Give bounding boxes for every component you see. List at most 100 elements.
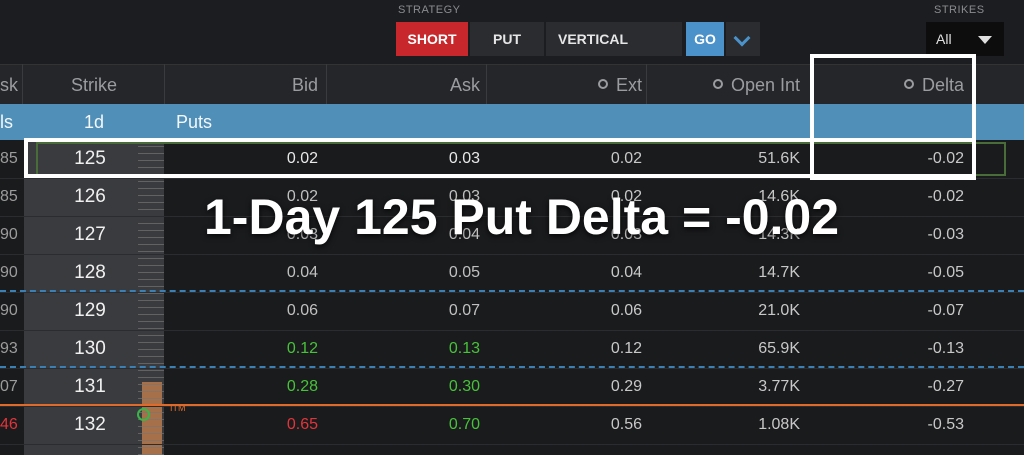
annotation-delta-box [810, 54, 976, 180]
prev-ask-cell: 93 [0, 340, 18, 357]
column-divider [646, 64, 647, 104]
ask-cell[interactable]: 0.30 [448, 378, 480, 395]
ask-cell[interactable]: 0.05 [448, 264, 480, 281]
prev-ask-cell: 07 [0, 378, 18, 395]
bid-cell[interactable]: 0.12 [286, 340, 318, 357]
column-open-int[interactable]: Open Int [650, 65, 800, 105]
strikes-select-value: All [936, 31, 952, 47]
ask-cell[interactable]: 0.03 [448, 150, 480, 167]
side-label: Puts [176, 112, 213, 132]
delta-cell: -0.27 [927, 378, 964, 395]
table-row[interactable]: 90 127 0.03 0.04 0.03 14.3K -0.03 [0, 216, 1024, 255]
caret-down-icon [978, 36, 992, 44]
table-row[interactable]: 46 132 0.65 0.70 0.56 1.08K -0.53 [0, 406, 1024, 445]
ext-cell: 0.02 [610, 188, 642, 205]
ext-cell: 0.02 [610, 150, 642, 167]
open-int-cell: 3.77K [758, 378, 800, 395]
column-strike[interactable]: Strike [70, 75, 117, 95]
expiry-header[interactable]: ls 1d Puts [0, 104, 1024, 140]
strike-cell: 128 [74, 262, 106, 283]
vertical-button[interactable]: VERTICAL [546, 22, 682, 56]
prev-ask-cell: 90 [0, 264, 18, 281]
ext-cell: 0.29 [610, 378, 642, 395]
column-divider [164, 64, 165, 104]
strike-cell: 125 [74, 148, 106, 169]
ext-cell: 0.56 [610, 416, 642, 433]
column-open-int-label: Open Int [730, 75, 800, 95]
column-delta[interactable]: Delta [820, 65, 964, 105]
strikes-select[interactable]: All [926, 22, 1004, 56]
column-settings-icon[interactable] [597, 79, 608, 90]
column-divider [486, 64, 487, 104]
delta-cell: -0.05 [927, 264, 964, 281]
expiry-header-prev: ls [0, 112, 13, 132]
strikes-label: STRIKES [934, 4, 985, 16]
ext-cell: 0.03 [610, 226, 642, 243]
table-row[interactable]: 90 128 0.04 0.05 0.04 14.7K -0.05 [0, 254, 1024, 293]
itm-marker-icon [137, 408, 150, 421]
prev-ask-cell: 90 [0, 226, 18, 243]
strike-cell: 130 [74, 338, 106, 359]
column-divider [326, 64, 327, 104]
delta-cell: -0.03 [927, 226, 964, 243]
open-int-cell: 14.6K [758, 188, 800, 205]
table-row[interactable]: 07 131 0.28 0.30 0.29 3.77K -0.27 [0, 368, 1024, 407]
table-row[interactable]: 90 129 0.06 0.07 0.06 21.0K -0.07 [0, 292, 1024, 331]
strategy-dropdown-button[interactable] [726, 22, 760, 56]
column-settings-icon[interactable] [712, 79, 723, 90]
prev-ask-cell: 85 [0, 150, 18, 167]
ask-cell[interactable]: 0.04 [448, 226, 480, 243]
strategy-toolbar: STRATEGY SHORT PUT VERTICAL GO STRIKES A… [0, 0, 1024, 64]
delta-cell: -0.53 [927, 416, 964, 433]
open-int-cell: 21.0K [758, 302, 800, 319]
price-marker-line [0, 290, 1024, 292]
put-button[interactable]: PUT [470, 22, 544, 56]
ext-cell: 0.12 [610, 340, 642, 357]
prev-ask-cell: 85 [0, 188, 18, 205]
open-int-cell: 1.08K [758, 416, 800, 433]
bid-cell[interactable]: 0.02 [286, 188, 318, 205]
strike-ladder-ticks [138, 140, 164, 455]
delta-cell: -0.02 [927, 150, 964, 167]
strike-cell: 129 [74, 300, 106, 321]
column-ask-prev[interactable]: sk [0, 75, 18, 95]
prev-ask-cell: 90 [0, 302, 18, 319]
ask-cell[interactable]: 0.07 [448, 302, 480, 319]
column-ask[interactable]: Ask [449, 75, 480, 95]
price-marker-line [0, 366, 1024, 368]
open-int-cell: 14.3K [758, 226, 800, 243]
column-ext[interactable]: Ext [490, 65, 642, 105]
strike-cell: 127 [74, 224, 106, 245]
go-button[interactable]: GO [686, 22, 724, 56]
bid-cell[interactable]: 0.03 [286, 226, 318, 243]
bid-cell[interactable]: 0.02 [286, 150, 318, 167]
column-delta-label: Delta [921, 75, 964, 95]
table-row[interactable]: 85 125 0.02 0.03 0.02 51.6K -0.02 [0, 140, 1024, 179]
itm-boundary-line [0, 404, 1024, 406]
table-row[interactable]: 93 130 0.12 0.13 0.12 65.9K -0.13 [0, 330, 1024, 369]
ext-cell: 0.04 [610, 264, 642, 281]
chevron-down-icon [733, 29, 751, 47]
bid-cell[interactable]: 0.28 [286, 378, 318, 395]
delta-cell: -0.07 [927, 302, 964, 319]
ask-cell[interactable]: 0.70 [448, 416, 480, 433]
open-int-cell: 14.7K [758, 264, 800, 281]
open-int-cell: 65.9K [758, 340, 800, 357]
strike-cell: 132 [74, 414, 106, 435]
annotation-caption: 1-Day 125 Put Delta = -0.02 [204, 189, 840, 245]
strike-cell: 131 [74, 376, 106, 397]
ask-cell[interactable]: 0.13 [448, 340, 480, 357]
column-settings-icon[interactable] [903, 79, 914, 90]
bid-cell[interactable]: 0.65 [286, 416, 318, 433]
ask-cell[interactable]: 0.03 [448, 188, 480, 205]
table-row[interactable]: 85 126 0.02 0.03 0.02 14.6K -0.02 [0, 178, 1024, 217]
expiry-label: 1d [83, 112, 105, 132]
column-bid[interactable]: Bid [291, 75, 318, 95]
short-button[interactable]: SHORT [396, 22, 468, 56]
open-int-cell: 51.6K [758, 150, 800, 167]
bid-cell[interactable]: 0.04 [286, 264, 318, 281]
itm-label: ITM [170, 403, 186, 413]
column-divider [22, 64, 23, 104]
delta-cell: -0.02 [927, 188, 964, 205]
bid-cell[interactable]: 0.06 [286, 302, 318, 319]
